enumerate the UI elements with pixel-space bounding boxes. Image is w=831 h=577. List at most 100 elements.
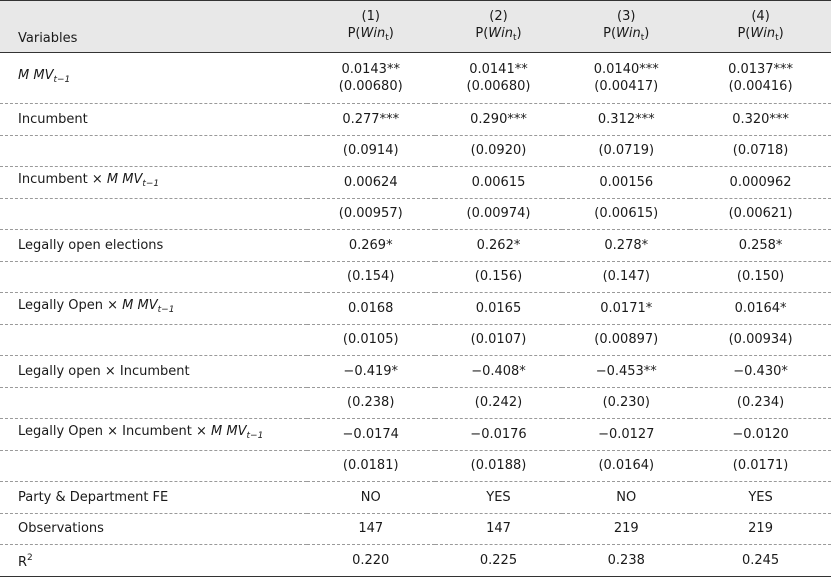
text-segment: M MV [106,172,143,188]
table-row: Legally open × Incumbent −0.419* −0.408* −0… [0,355,831,388]
cell: YES [690,481,831,514]
cell: (0.00974) [434,198,563,230]
column-label: P(Wint) [307,25,435,47]
cell: 219 [690,513,831,545]
cell: 0.00624 [306,166,435,199]
table-row: Incumbent × M MVt−1 0.00624 0.00615 0.00156… [0,166,831,199]
column-number: (2) [489,9,508,24]
cell: (0.00621) [690,198,831,230]
cell: −0.0127 [562,418,691,451]
cell: −0.419* [306,355,435,388]
cell: 0.0143** (0.00680) [306,52,435,104]
column-header: (3) P(Wint) [562,1,690,53]
cell-line: (0.00417) [594,79,659,94]
cell: −0.0176 [434,418,563,451]
row-label [0,135,307,167]
cell: 0.238 [562,544,691,577]
text-segment: Win [750,26,776,41]
cell-line: 0.0140*** [593,62,659,77]
cell: (0.0718) [690,135,831,167]
cell: 0.0165 [434,292,563,325]
text-segment: t [385,33,389,43]
cell: 0.0168 [306,292,435,325]
cell: (0.0719) [562,135,691,167]
text-segment: ) [388,26,394,41]
table-row: Legally Open × M MVt−1 0.0168 0.0165 0.0171… [0,292,831,325]
table-row: Observations 147 147 219 219 [0,513,831,545]
cell: 0.290*** [434,103,563,136]
cell: 0.220 [306,544,435,577]
text-segment: Observations [18,521,104,537]
text-segment: t−1 [246,431,264,442]
cell: (0.0164) [562,450,691,482]
row-label [0,324,307,356]
row-label: Legally Open × M MVt−1 [0,292,307,325]
text-segment: t−1 [142,179,160,190]
text-segment: M MV [122,298,158,314]
cell: (0.0920) [434,135,563,167]
cell: (0.00615) [562,198,691,230]
cell: (0.150) [690,261,831,293]
row-label [0,387,307,419]
cell-line: (0.00680) [338,79,403,94]
text-segment: t [640,33,645,43]
cell: 0.269* [306,229,435,262]
cell: (0.234) [690,387,831,419]
cell: (0.0181) [306,450,435,482]
cell: (0.0105) [306,324,435,356]
table-row: Incumbent 0.277*** 0.290*** 0.312*** 0.320**… [0,103,831,136]
cell: 147 [434,513,563,545]
text-segment: t−1 [53,75,71,85]
cell: (0.00934) [690,324,831,356]
column-number: (1) [361,9,380,24]
row-label: Incumbent × M MVt−1 [0,166,307,199]
text-segment: P( [737,26,751,41]
cell: 0.000962 [690,166,831,199]
row-label [0,261,307,293]
cell: 0.320*** [690,103,831,136]
cell: 0.245 [690,544,831,577]
cell: NO [562,481,691,514]
cell: 0.277*** [306,103,435,136]
text-segment: Party & Department FE [18,489,169,505]
cell: 0.0140*** (0.00417) [562,52,691,104]
cell: 0.312*** [562,103,691,136]
cell: (0.00957) [306,198,435,230]
table-row: (0.0914) (0.0920) (0.0719) (0.0718) [0,135,831,167]
cell: 0.262* [434,229,563,262]
text-segment: t−1 [157,305,175,316]
row-label: Legally open elections [0,229,307,262]
text-segment: M MV [18,68,54,83]
text-segment: Win [360,26,386,41]
text-segment: t [513,33,517,43]
text-segment: t [775,33,779,43]
cell: (0.156) [434,261,563,293]
row-label: Incumbent [0,103,307,136]
column-label: P(Wint) [690,25,831,47]
cell: (0.0188) [434,450,563,482]
cell: (0.0914) [306,135,435,167]
row-label: Observations [0,513,307,545]
cell: 0.0137*** (0.00416) [690,52,831,104]
cell: 0.258* [690,229,831,262]
table-body: M MVt−1 0.0143** (0.00680) 0.0141** (0.00680… [0,52,831,577]
text-segment: Legally Open × [18,298,123,314]
cell: 0.225 [434,544,563,577]
table-row: (0.154) (0.156) (0.147) (0.150) [0,261,831,293]
table-row: (0.00957) (0.00974) (0.00615) (0.00621) [0,198,831,230]
text-segment: P( [603,26,617,41]
text-segment: ) [644,26,650,41]
row-label: Legally Open × Incumbent × M MVt−1 [0,418,307,451]
cell-line: 0.0143** [341,62,400,77]
cell: 147 [306,513,435,545]
text-segment: Legally open elections [18,237,164,253]
text-segment: P( [475,26,489,41]
row-label: Party & Department FE [0,481,307,514]
header-row: Variables (1) P(Wint) (2) P(Wint) (3) P(Wint)… [0,0,831,53]
cell: −0.0120 [690,418,831,451]
column-header: (1) P(Wint) [307,1,435,53]
cell: YES [434,481,563,514]
table-row: Legally open elections 0.269* 0.262* 0.278*… [0,229,831,262]
column-label: P(Wint) [435,25,563,47]
